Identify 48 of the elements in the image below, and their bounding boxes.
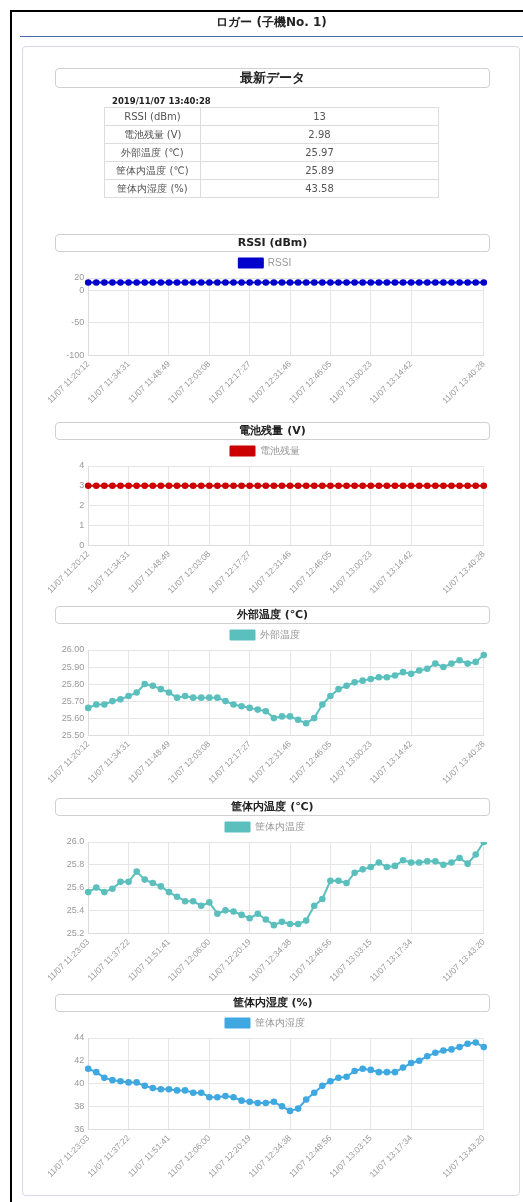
y-tick-label: 25.80 [61,678,85,689]
y-tick-label: 38 [74,1100,85,1111]
text: 筐体内湿度 (%) [104,179,201,198]
y-tick-label: 44 [74,1032,85,1043]
text: 2019/11/07 13:40:28 [112,96,211,106]
y-tick-label: 4 [79,460,85,471]
y-tick-label: 1 [79,519,85,530]
y-tick-label: 0 [79,539,85,550]
y-tick-label: 25.50 [61,729,85,740]
y-tick-label: 40 [74,1078,85,1089]
y-tick-label: 25.6 [66,882,85,893]
chart-title: RSSI (dBm) [55,234,490,252]
legend-label: 外部温度 [259,628,300,640]
y-tick-label: 25.2 [66,927,85,938]
y-tick-label: 26.00 [61,644,85,655]
legend-label: RSSI [267,256,292,268]
y-tick-label: 25.70 [61,695,85,706]
text: 外部温度 (℃) [104,143,201,162]
chart-title: 筐体内温度 (℃) [55,798,490,816]
legend-label: 筐体内温度 [254,820,305,832]
text: 13 [200,107,439,126]
y-tick-label: 25.4 [66,904,85,915]
chart-title: 電池残量 (V) [55,422,490,440]
y-tick-label: 0 [79,285,85,296]
y-tick-label: 36 [74,1123,85,1134]
y-tick-label: 25.90 [61,661,85,672]
legend-label: 筐体内湿度 [254,1016,305,1028]
y-tick-label: -50 [71,317,85,328]
text: 最新データ [55,68,490,88]
y-tick-label: 42 [74,1055,85,1066]
text: 43.58 [200,179,439,198]
y-tick-label: 3 [79,480,85,491]
y-tick-label: 25.8 [66,859,85,870]
text: ロガー (子機No. 1) [20,14,523,37]
text: 25.97 [200,143,439,162]
y-tick-label: 2 [79,500,85,511]
text: 筐体内温度 (℃) [104,161,201,180]
y-tick-label: 20 [74,272,85,283]
y-tick-label: -100 [66,349,85,360]
chart-title: 筐体内湿度 (%) [55,994,490,1012]
text: 2.98 [200,125,439,144]
y-tick-label: 25.60 [61,712,85,723]
chart-title: 外部温度 (℃) [55,606,490,624]
text: RSSI (dBm) [104,107,201,126]
text: 25.89 [200,161,439,180]
y-tick-label: 26.0 [66,836,85,847]
legend-label: 電池残量 [259,444,300,456]
text: 電池残量 (V) [104,125,201,144]
